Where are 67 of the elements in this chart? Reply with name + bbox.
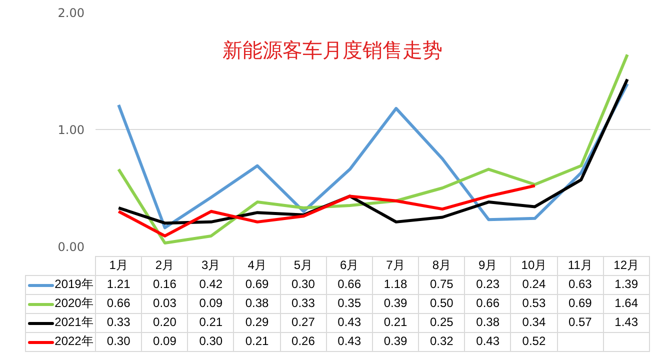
y-tick-label: 1.00 bbox=[58, 123, 84, 137]
y-tick-label: 2.00 bbox=[58, 6, 84, 20]
data-label: 0.38 bbox=[464, 314, 511, 332]
x-tick-label: 12月 bbox=[603, 256, 650, 276]
data-label: 0.30 bbox=[188, 332, 234, 352]
data-label: 0.09 bbox=[142, 332, 188, 352]
x-tick-label: 4月 bbox=[234, 256, 280, 276]
data-label: 0.69 bbox=[234, 276, 280, 294]
data-label: 0.21 bbox=[372, 314, 419, 332]
data-label: 0.53 bbox=[510, 294, 558, 314]
data-label: 1.39 bbox=[603, 276, 650, 294]
x-tick-label: 7月 bbox=[372, 256, 419, 276]
data-label: 0.34 bbox=[510, 314, 558, 332]
text: 新能源客车月度销售走势 bbox=[222, 38, 442, 62]
x-tick-label: 8月 bbox=[418, 256, 465, 276]
x-tick-label: 6月 bbox=[326, 256, 372, 276]
legend-label: 2021年 bbox=[26, 314, 96, 332]
data-label: 0.25 bbox=[418, 314, 465, 332]
x-tick-label: 3月 bbox=[188, 256, 234, 276]
y-tick-label: 0.00 bbox=[58, 240, 84, 254]
data-label: 0.39 bbox=[372, 294, 419, 314]
data-label: 0.03 bbox=[142, 294, 188, 314]
x-tick-label: 9月 bbox=[464, 256, 511, 276]
data-label: 0.66 bbox=[96, 294, 142, 314]
data-label: 1.21 bbox=[96, 276, 142, 294]
data-label: 0.38 bbox=[234, 294, 280, 314]
legend-label: 2020年 bbox=[26, 294, 96, 314]
data-label: 0.24 bbox=[510, 276, 558, 294]
data-label: 0.09 bbox=[188, 294, 234, 314]
data-label: 0.69 bbox=[557, 294, 604, 314]
data-label: 0.50 bbox=[418, 294, 465, 314]
data-label: 0.43 bbox=[464, 332, 511, 352]
data-label: 1.43 bbox=[603, 314, 650, 332]
data-label: 0.26 bbox=[280, 332, 326, 352]
data-label: 0.35 bbox=[326, 294, 372, 314]
data-label: 0.33 bbox=[280, 294, 326, 314]
data-label: 0.66 bbox=[464, 294, 511, 314]
data-label: 0.27 bbox=[280, 314, 326, 332]
data-label: 0.43 bbox=[326, 314, 372, 332]
legend-label: 2022年 bbox=[26, 332, 96, 352]
data-label: 0.30 bbox=[96, 332, 142, 352]
data-label: 1.64 bbox=[603, 294, 650, 314]
x-tick-label: 2月 bbox=[142, 256, 188, 276]
data-label: 0.20 bbox=[142, 314, 188, 332]
data-label: 0.52 bbox=[510, 332, 558, 352]
data-label: 0.30 bbox=[280, 276, 326, 294]
data-label: 0.42 bbox=[188, 276, 234, 294]
data-label: 0.33 bbox=[96, 314, 142, 332]
x-tick-label: 11月 bbox=[557, 256, 604, 276]
line-series bbox=[117, 184, 536, 238]
data-label: 0.57 bbox=[557, 314, 604, 332]
x-tick-label: 10月 bbox=[510, 256, 558, 276]
data-label: 0.16 bbox=[142, 276, 188, 294]
data-label: 1.18 bbox=[372, 276, 419, 294]
data-label: 0.32 bbox=[418, 332, 465, 352]
legend-label: 2019年 bbox=[26, 276, 96, 294]
data-label: 0.21 bbox=[234, 332, 280, 352]
x-tick-label: 5月 bbox=[280, 256, 326, 276]
data-label: 0.29 bbox=[234, 314, 280, 332]
data-label: 0.43 bbox=[326, 332, 372, 352]
data-label: 0.63 bbox=[557, 276, 604, 294]
data-label: 0.23 bbox=[464, 276, 511, 294]
data-label: 0.66 bbox=[326, 276, 372, 294]
x-tick-label: 1月 bbox=[96, 256, 142, 276]
data-label: 0.21 bbox=[188, 314, 234, 332]
data-label: 0.75 bbox=[418, 276, 465, 294]
data-label: 0.39 bbox=[372, 332, 419, 352]
